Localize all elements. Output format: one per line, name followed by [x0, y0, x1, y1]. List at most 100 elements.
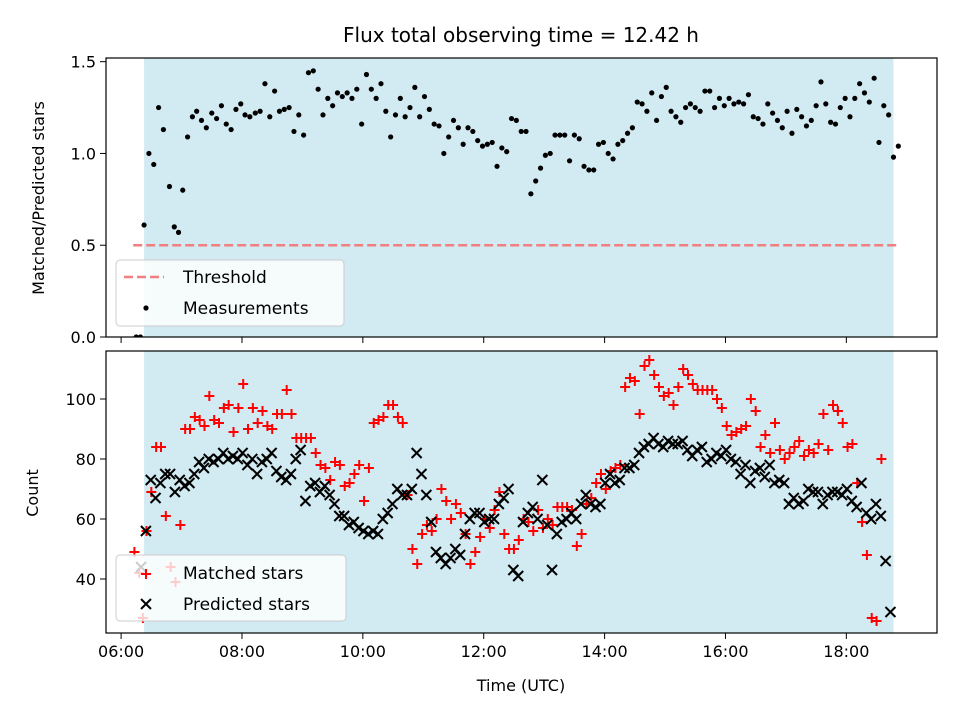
predicted-star-point	[246, 453, 258, 465]
predicted-star-point	[396, 489, 408, 501]
predicted-star-point	[420, 489, 433, 501]
predicted-star-point	[720, 444, 732, 456]
matched-star-point	[426, 526, 437, 536]
measurement-point	[315, 86, 321, 92]
predicted-star-point	[526, 501, 539, 513]
measurement-point	[484, 141, 490, 147]
measurement-point	[600, 139, 606, 146]
measurement-point	[629, 125, 636, 131]
measurement-point	[388, 134, 394, 140]
predicted-star-point	[517, 516, 529, 528]
measurement-point	[203, 125, 209, 131]
measurement-point	[175, 229, 182, 235]
predicted-star-point	[536, 474, 549, 486]
predicted-star-point	[826, 486, 839, 498]
measurement-point	[133, 334, 139, 337]
x-tick-label: 06:00	[98, 642, 144, 661]
measurement-point	[238, 101, 244, 107]
predicted-star-point	[154, 477, 167, 489]
predicted-star-point	[159, 468, 171, 480]
predicted-star-point	[594, 498, 607, 510]
measurement-point	[504, 149, 510, 155]
matched-star-point	[707, 385, 718, 395]
matched-star-point	[770, 418, 781, 428]
predicted-star-point	[604, 468, 616, 480]
measurement-point	[745, 92, 752, 98]
matched-star-point	[233, 403, 244, 413]
matched-star-point	[528, 526, 539, 536]
matched-star-point	[214, 418, 225, 428]
measurement-point	[779, 125, 785, 131]
measurement-point	[426, 106, 432, 112]
matched-star-point	[359, 496, 370, 506]
matched-star-point	[397, 418, 408, 428]
predicted-star-point	[551, 528, 563, 540]
y-tick-label: 0.0	[71, 328, 96, 347]
measurement-point	[465, 125, 471, 131]
measurement-point	[151, 161, 157, 168]
measurement-point	[513, 117, 519, 124]
measurement-point	[218, 103, 225, 109]
matched-star-point	[257, 406, 268, 416]
measurement-point	[697, 108, 703, 114]
measurement-point	[774, 117, 781, 124]
measurement-point	[644, 108, 650, 114]
measurement-point	[789, 130, 795, 136]
measurement-point	[557, 132, 563, 138]
matched-star-point	[441, 496, 452, 506]
measurement-point	[141, 222, 147, 228]
predicted-star-point	[164, 468, 176, 480]
predicted-star-point	[183, 477, 196, 489]
measurement-point	[658, 93, 665, 100]
x-tick-label: 08:00	[219, 642, 265, 661]
matched-star-point	[146, 487, 157, 497]
matched-star-point	[799, 451, 810, 461]
measurement-point	[436, 123, 442, 129]
predicted-star-point	[667, 438, 679, 450]
matched-star-point	[774, 445, 785, 455]
y-tick-label: 100	[65, 390, 96, 409]
matched-star-point	[344, 478, 355, 488]
predicted-star-point	[381, 507, 394, 519]
measurement-point	[397, 95, 403, 101]
measurement-point	[576, 136, 582, 142]
matched-star-point	[363, 463, 374, 473]
measurement-point	[784, 108, 790, 114]
measurement-point	[721, 103, 727, 109]
measurement-point	[595, 141, 602, 147]
measurement-point	[707, 88, 713, 94]
predicted-star-point	[410, 447, 423, 459]
measurement-point	[808, 117, 814, 124]
legend-box	[115, 259, 345, 327]
x-tick-label: 12:00	[461, 642, 507, 661]
measurement-point	[542, 152, 548, 158]
predicted-star-point	[618, 462, 631, 474]
measurement-point	[799, 114, 805, 120]
matched-star-point	[576, 529, 587, 539]
predicted-star-point	[454, 549, 466, 561]
measurement-point	[301, 132, 307, 138]
measurement-point	[861, 90, 868, 96]
measurement-point	[171, 224, 177, 230]
measurement-point	[523, 128, 529, 135]
x-axis-label: Time (UTC)	[476, 676, 565, 695]
predicted-star-point	[323, 489, 336, 501]
measurement-point	[895, 143, 901, 149]
matched-star-point	[446, 514, 457, 524]
measurement-point	[137, 334, 144, 337]
measurement-point	[233, 106, 239, 112]
matched-star-point	[204, 391, 215, 401]
matched-star-point	[349, 469, 360, 479]
predicted-star-point	[575, 498, 587, 510]
matched-star-point	[765, 448, 776, 458]
measurement-point	[750, 114, 756, 120]
measurement-point	[760, 121, 766, 127]
top-y-axis-label: Matched/Predicted stars	[29, 101, 48, 295]
predicted-star-point	[338, 510, 350, 522]
measurement-point	[610, 156, 616, 162]
measurement-point	[890, 154, 897, 160]
measurement-point	[716, 95, 723, 101]
y-tick-label: 0.5	[71, 236, 96, 255]
matched-star-point	[354, 460, 365, 470]
